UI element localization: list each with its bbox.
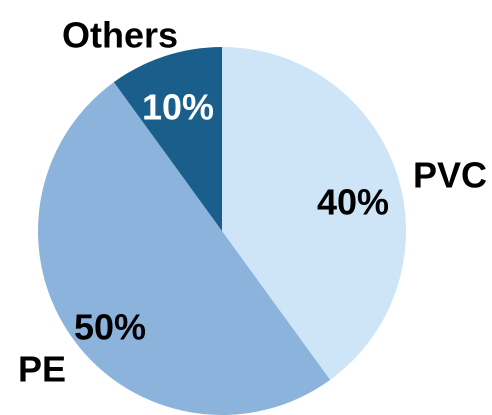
- pie-slices: [38, 47, 407, 415]
- pie-labels: 40% PVC 50%PE 10% Others: [18, 15, 487, 390]
- pie-value-label-pvc: 40%: [317, 182, 389, 223]
- pie-value-label-pe: 50%: [74, 307, 146, 348]
- pie-slice-pvc: [222, 47, 407, 380]
- pie-category-label-pe: PE: [18, 349, 66, 390]
- pie-value-label-others: 10%: [142, 87, 214, 128]
- pie-category-label-others: Others: [62, 15, 178, 56]
- pie-category-label-pvc: PVC: [413, 155, 487, 196]
- pie-slice-others: [113, 47, 222, 231]
- pie-slice-pe: [38, 82, 331, 415]
